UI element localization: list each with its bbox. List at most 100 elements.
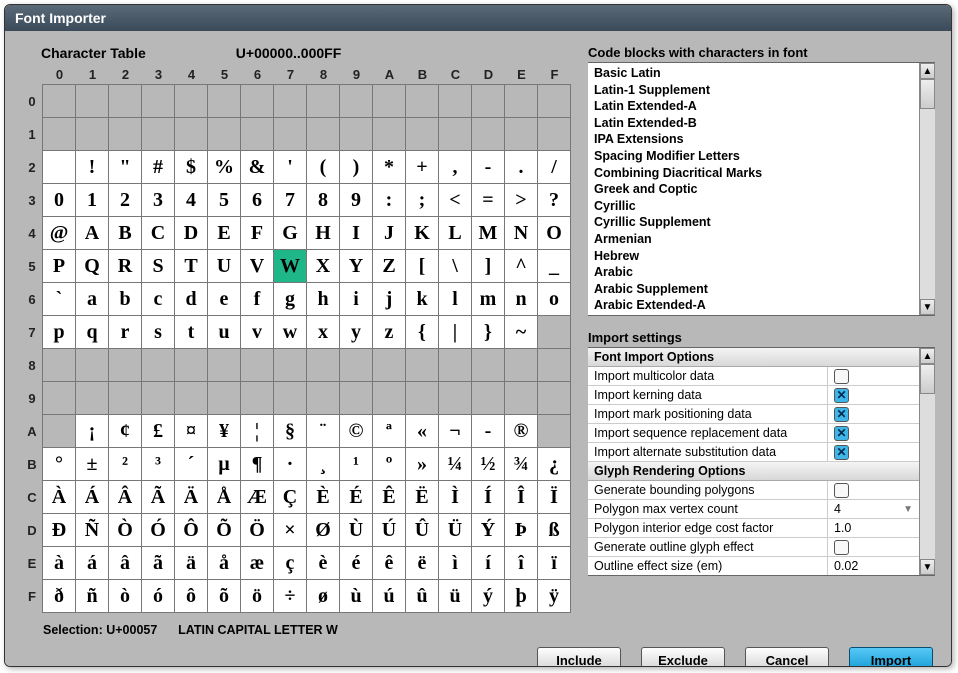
char-cell[interactable] [75, 381, 109, 415]
char-cell[interactable]: Q [75, 249, 109, 283]
char-cell[interactable]: s [141, 315, 175, 349]
char-cell[interactable]: 3 [141, 183, 175, 217]
char-cell[interactable]: + [405, 150, 439, 184]
char-cell[interactable]: i [339, 282, 373, 316]
char-cell[interactable]: ¬ [438, 414, 472, 448]
char-cell[interactable] [240, 117, 274, 151]
char-cell[interactable]: ` [42, 282, 76, 316]
char-cell[interactable]: £ [141, 414, 175, 448]
char-cell[interactable]: g [273, 282, 307, 316]
char-cell[interactable]: ½ [471, 447, 505, 481]
code-block-item[interactable]: Arabic Supplement [594, 281, 913, 298]
char-cell[interactable]: T [174, 249, 208, 283]
char-cell[interactable]: ( [306, 150, 340, 184]
char-cell[interactable]: ³ [141, 447, 175, 481]
char-cell[interactable]: W [273, 249, 307, 283]
char-cell[interactable] [306, 117, 340, 151]
setting-value[interactable]: 1.0 [834, 521, 851, 535]
char-cell[interactable]: Ñ [75, 513, 109, 547]
char-cell[interactable]: © [339, 414, 373, 448]
scroll-thumb[interactable] [920, 364, 935, 394]
char-cell[interactable]: ® [504, 414, 538, 448]
char-cell[interactable] [537, 84, 571, 118]
char-cell[interactable]: , [438, 150, 472, 184]
char-cell[interactable]: ß [537, 513, 571, 547]
char-cell[interactable]: º [372, 447, 406, 481]
char-cell[interactable]: R [108, 249, 142, 283]
char-cell[interactable]: Ê [372, 480, 406, 514]
char-cell[interactable]: ; [405, 183, 439, 217]
char-cell[interactable]: Ù [339, 513, 373, 547]
char-cell[interactable]: Ý [471, 513, 505, 547]
char-cell[interactable]: * [372, 150, 406, 184]
char-cell[interactable]: ¿ [537, 447, 571, 481]
code-block-item[interactable]: Latin Extended-A [594, 98, 913, 115]
char-cell[interactable] [207, 348, 241, 382]
char-cell[interactable]: E [207, 216, 241, 250]
char-cell[interactable] [306, 348, 340, 382]
char-cell[interactable]: Ï [537, 480, 571, 514]
char-cell[interactable]: y [339, 315, 373, 349]
char-cell[interactable]: ä [174, 546, 208, 580]
char-cell[interactable]: ý [471, 579, 505, 613]
checkbox[interactable]: ✕ [834, 445, 849, 460]
char-cell[interactable]: > [504, 183, 538, 217]
char-cell[interactable]: a [75, 282, 109, 316]
char-cell[interactable] [240, 84, 274, 118]
char-cell[interactable] [339, 381, 373, 415]
code-block-item[interactable]: Spacing Modifier Letters [594, 148, 913, 165]
char-cell[interactable] [471, 381, 505, 415]
char-cell[interactable]: ç [273, 546, 307, 580]
char-cell[interactable] [537, 414, 571, 448]
char-cell[interactable] [273, 117, 307, 151]
char-cell[interactable]: ! [75, 150, 109, 184]
char-cell[interactable]: ÿ [537, 579, 571, 613]
char-cell[interactable]: ê [372, 546, 406, 580]
code-block-item[interactable]: Hebrew [594, 248, 913, 265]
char-cell[interactable]: D [174, 216, 208, 250]
char-cell[interactable]: ¦ [240, 414, 274, 448]
char-cell[interactable]: L [438, 216, 472, 250]
char-cell[interactable]: æ [240, 546, 274, 580]
char-cell[interactable]: ] [471, 249, 505, 283]
include-button[interactable]: Include [537, 647, 621, 667]
char-cell[interactable] [174, 84, 208, 118]
char-cell[interactable] [537, 381, 571, 415]
char-cell[interactable]: b [108, 282, 142, 316]
char-cell[interactable]: ª [372, 414, 406, 448]
char-cell[interactable]: Ð [42, 513, 76, 547]
char-cell[interactable]: Ì [438, 480, 472, 514]
char-cell[interactable]: Å [207, 480, 241, 514]
char-cell[interactable]: V [240, 249, 274, 283]
char-cell[interactable]: 9 [339, 183, 373, 217]
scroll-thumb[interactable] [920, 79, 935, 109]
code-block-item[interactable]: IPA Extensions [594, 131, 913, 148]
char-cell[interactable] [42, 414, 76, 448]
char-cell[interactable]: Ä [174, 480, 208, 514]
char-cell[interactable]: ¼ [438, 447, 472, 481]
char-cell[interactable]: = [471, 183, 505, 217]
char-cell[interactable]: Ë [405, 480, 439, 514]
char-cell[interactable]: $ [174, 150, 208, 184]
char-cell[interactable]: Æ [240, 480, 274, 514]
char-cell[interactable]: ¨ [306, 414, 340, 448]
char-cell[interactable]: p [42, 315, 76, 349]
char-cell[interactable] [141, 348, 175, 382]
char-cell[interactable]: ¾ [504, 447, 538, 481]
char-cell[interactable]: Õ [207, 513, 241, 547]
char-cell[interactable]: 5 [207, 183, 241, 217]
char-cell[interactable]: ó [141, 579, 175, 613]
char-cell[interactable]: õ [207, 579, 241, 613]
dropdown-arrow-icon[interactable]: ▼ [903, 504, 913, 515]
char-cell[interactable]: ù [339, 579, 373, 613]
char-cell[interactable] [504, 381, 538, 415]
char-cell[interactable]: û [405, 579, 439, 613]
char-cell[interactable] [174, 348, 208, 382]
char-cell[interactable]: · [273, 447, 307, 481]
setting-control[interactable] [827, 367, 919, 385]
char-cell[interactable]: ? [537, 183, 571, 217]
code-block-item[interactable]: Greek and Coptic [594, 181, 913, 198]
setting-control[interactable]: ✕ [827, 443, 919, 461]
char-cell[interactable] [504, 84, 538, 118]
char-cell[interactable]: ' [273, 150, 307, 184]
